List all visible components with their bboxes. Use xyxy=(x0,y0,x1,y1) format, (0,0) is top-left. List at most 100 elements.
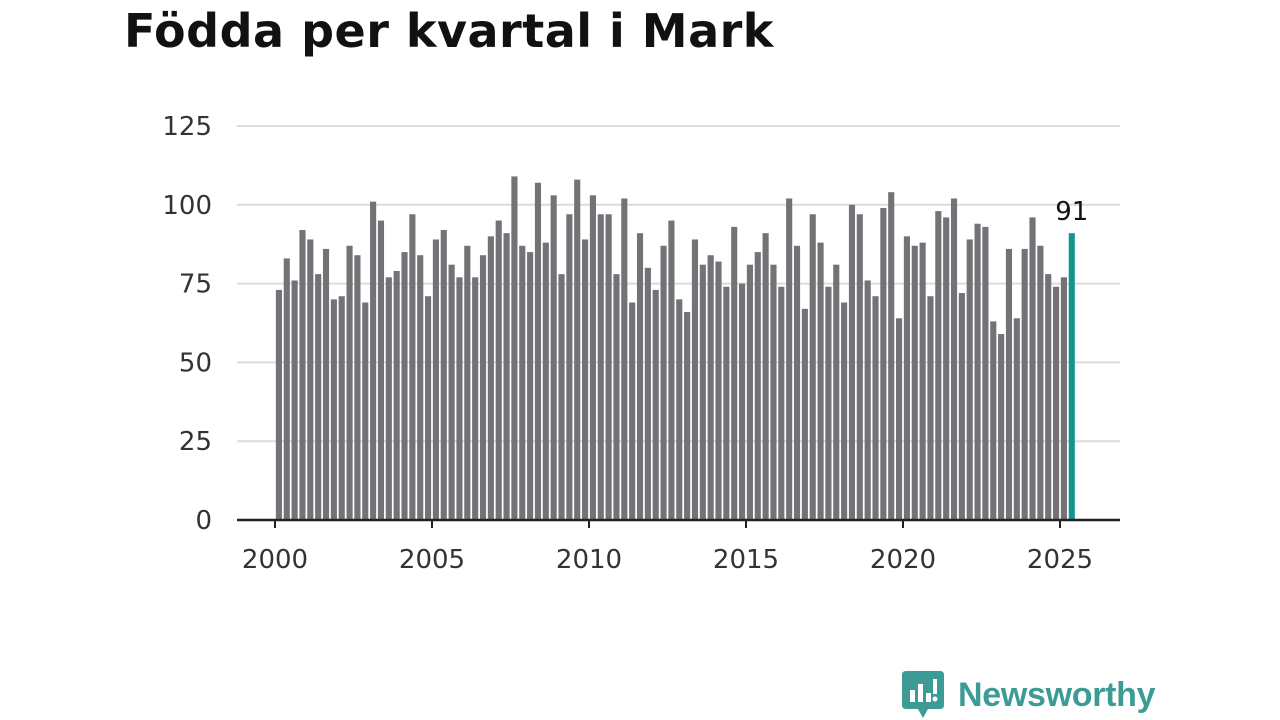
bar xyxy=(770,264,777,520)
bar xyxy=(636,233,644,521)
bar xyxy=(464,245,471,520)
y-tick-label: 100 xyxy=(162,191,212,221)
bar xyxy=(1005,248,1013,520)
x-tick-label: 2025 xyxy=(1027,545,1093,575)
bar xyxy=(346,245,353,520)
bar xyxy=(409,214,416,520)
bar xyxy=(377,220,385,520)
bar xyxy=(958,293,965,520)
y-tick-label: 75 xyxy=(179,270,212,300)
bar xyxy=(1013,318,1020,520)
bar xyxy=(754,252,761,520)
bar xyxy=(903,236,910,520)
bar xyxy=(322,248,330,520)
bar xyxy=(621,198,628,520)
x-tick-label: 2020 xyxy=(870,545,936,575)
bar xyxy=(691,239,699,520)
bar xyxy=(864,280,871,520)
bar xyxy=(495,220,502,520)
bar xyxy=(479,255,487,521)
bar xyxy=(299,230,306,520)
bar xyxy=(456,277,463,520)
bar xyxy=(660,245,667,520)
x-tick-label: 2010 xyxy=(556,545,622,575)
x-tick-label: 2005 xyxy=(399,545,465,575)
bar xyxy=(966,239,973,520)
bar xyxy=(597,214,604,520)
bars xyxy=(275,176,1075,521)
bar xyxy=(723,286,730,520)
bar xyxy=(511,176,518,520)
bar xyxy=(817,242,824,520)
bar xyxy=(684,311,691,520)
bar xyxy=(833,264,840,520)
y-tick-label: 25 xyxy=(179,427,212,457)
bar xyxy=(291,280,298,520)
bar xyxy=(990,321,997,520)
bar xyxy=(338,296,345,520)
bar xyxy=(841,302,848,520)
bar xyxy=(432,239,439,520)
brand-name: Newsworthy xyxy=(958,675,1156,714)
bar xyxy=(574,179,581,520)
bar xyxy=(974,223,981,520)
bar xyxy=(652,289,659,520)
bar xyxy=(786,198,793,520)
bar xyxy=(519,245,526,520)
bar xyxy=(707,255,714,521)
bar xyxy=(1060,277,1067,520)
bar xyxy=(809,214,816,520)
bar xyxy=(527,252,534,520)
bar xyxy=(801,308,808,520)
bar xyxy=(542,242,549,520)
bar xyxy=(605,214,612,520)
bar xyxy=(793,245,801,520)
y-tick-label: 50 xyxy=(179,348,212,378)
bar xyxy=(362,302,369,520)
x-tick-label: 2000 xyxy=(242,545,308,575)
bar xyxy=(440,230,447,520)
bar xyxy=(825,286,832,520)
bar xyxy=(731,226,738,521)
bar xyxy=(370,201,377,520)
bar xyxy=(1053,286,1060,520)
bar-latest xyxy=(1068,233,1075,521)
bar xyxy=(629,302,636,520)
bar xyxy=(613,274,620,520)
bar xyxy=(950,198,958,520)
bar xyxy=(699,264,706,520)
bar xyxy=(566,214,573,520)
latest-value-label: 91 xyxy=(1055,197,1088,227)
bar xyxy=(307,239,314,520)
y-tick-label: 0 xyxy=(195,506,212,536)
bar xyxy=(778,286,785,520)
bar xyxy=(503,233,510,521)
bar xyxy=(919,242,926,520)
newsworthy-logo-icon xyxy=(902,671,944,718)
bar xyxy=(872,296,879,520)
tick-labels: 0 25 50 75 100 125 91 2000 2005 2010 2015 2020 2025 xyxy=(162,112,1093,575)
bar xyxy=(582,239,589,520)
bar xyxy=(275,289,282,520)
bar xyxy=(982,226,989,521)
bar xyxy=(425,296,432,520)
chart-title: Födda per kvartal i Mark xyxy=(124,4,774,58)
bar xyxy=(315,274,322,520)
bar xyxy=(550,195,557,520)
bar xyxy=(385,277,392,520)
bar xyxy=(558,274,565,520)
bar xyxy=(715,261,722,520)
bar xyxy=(880,207,887,520)
bar xyxy=(927,296,934,520)
brand-logo: Newsworthy xyxy=(902,671,1156,719)
bar xyxy=(354,255,361,521)
bar xyxy=(1029,217,1036,520)
y-tick-label: 125 xyxy=(162,112,212,142)
bar xyxy=(417,255,424,521)
bar xyxy=(589,195,596,520)
bar xyxy=(739,283,746,520)
bar xyxy=(943,217,950,520)
bar xyxy=(1045,274,1052,520)
bar xyxy=(401,252,408,520)
bar xyxy=(472,277,479,520)
